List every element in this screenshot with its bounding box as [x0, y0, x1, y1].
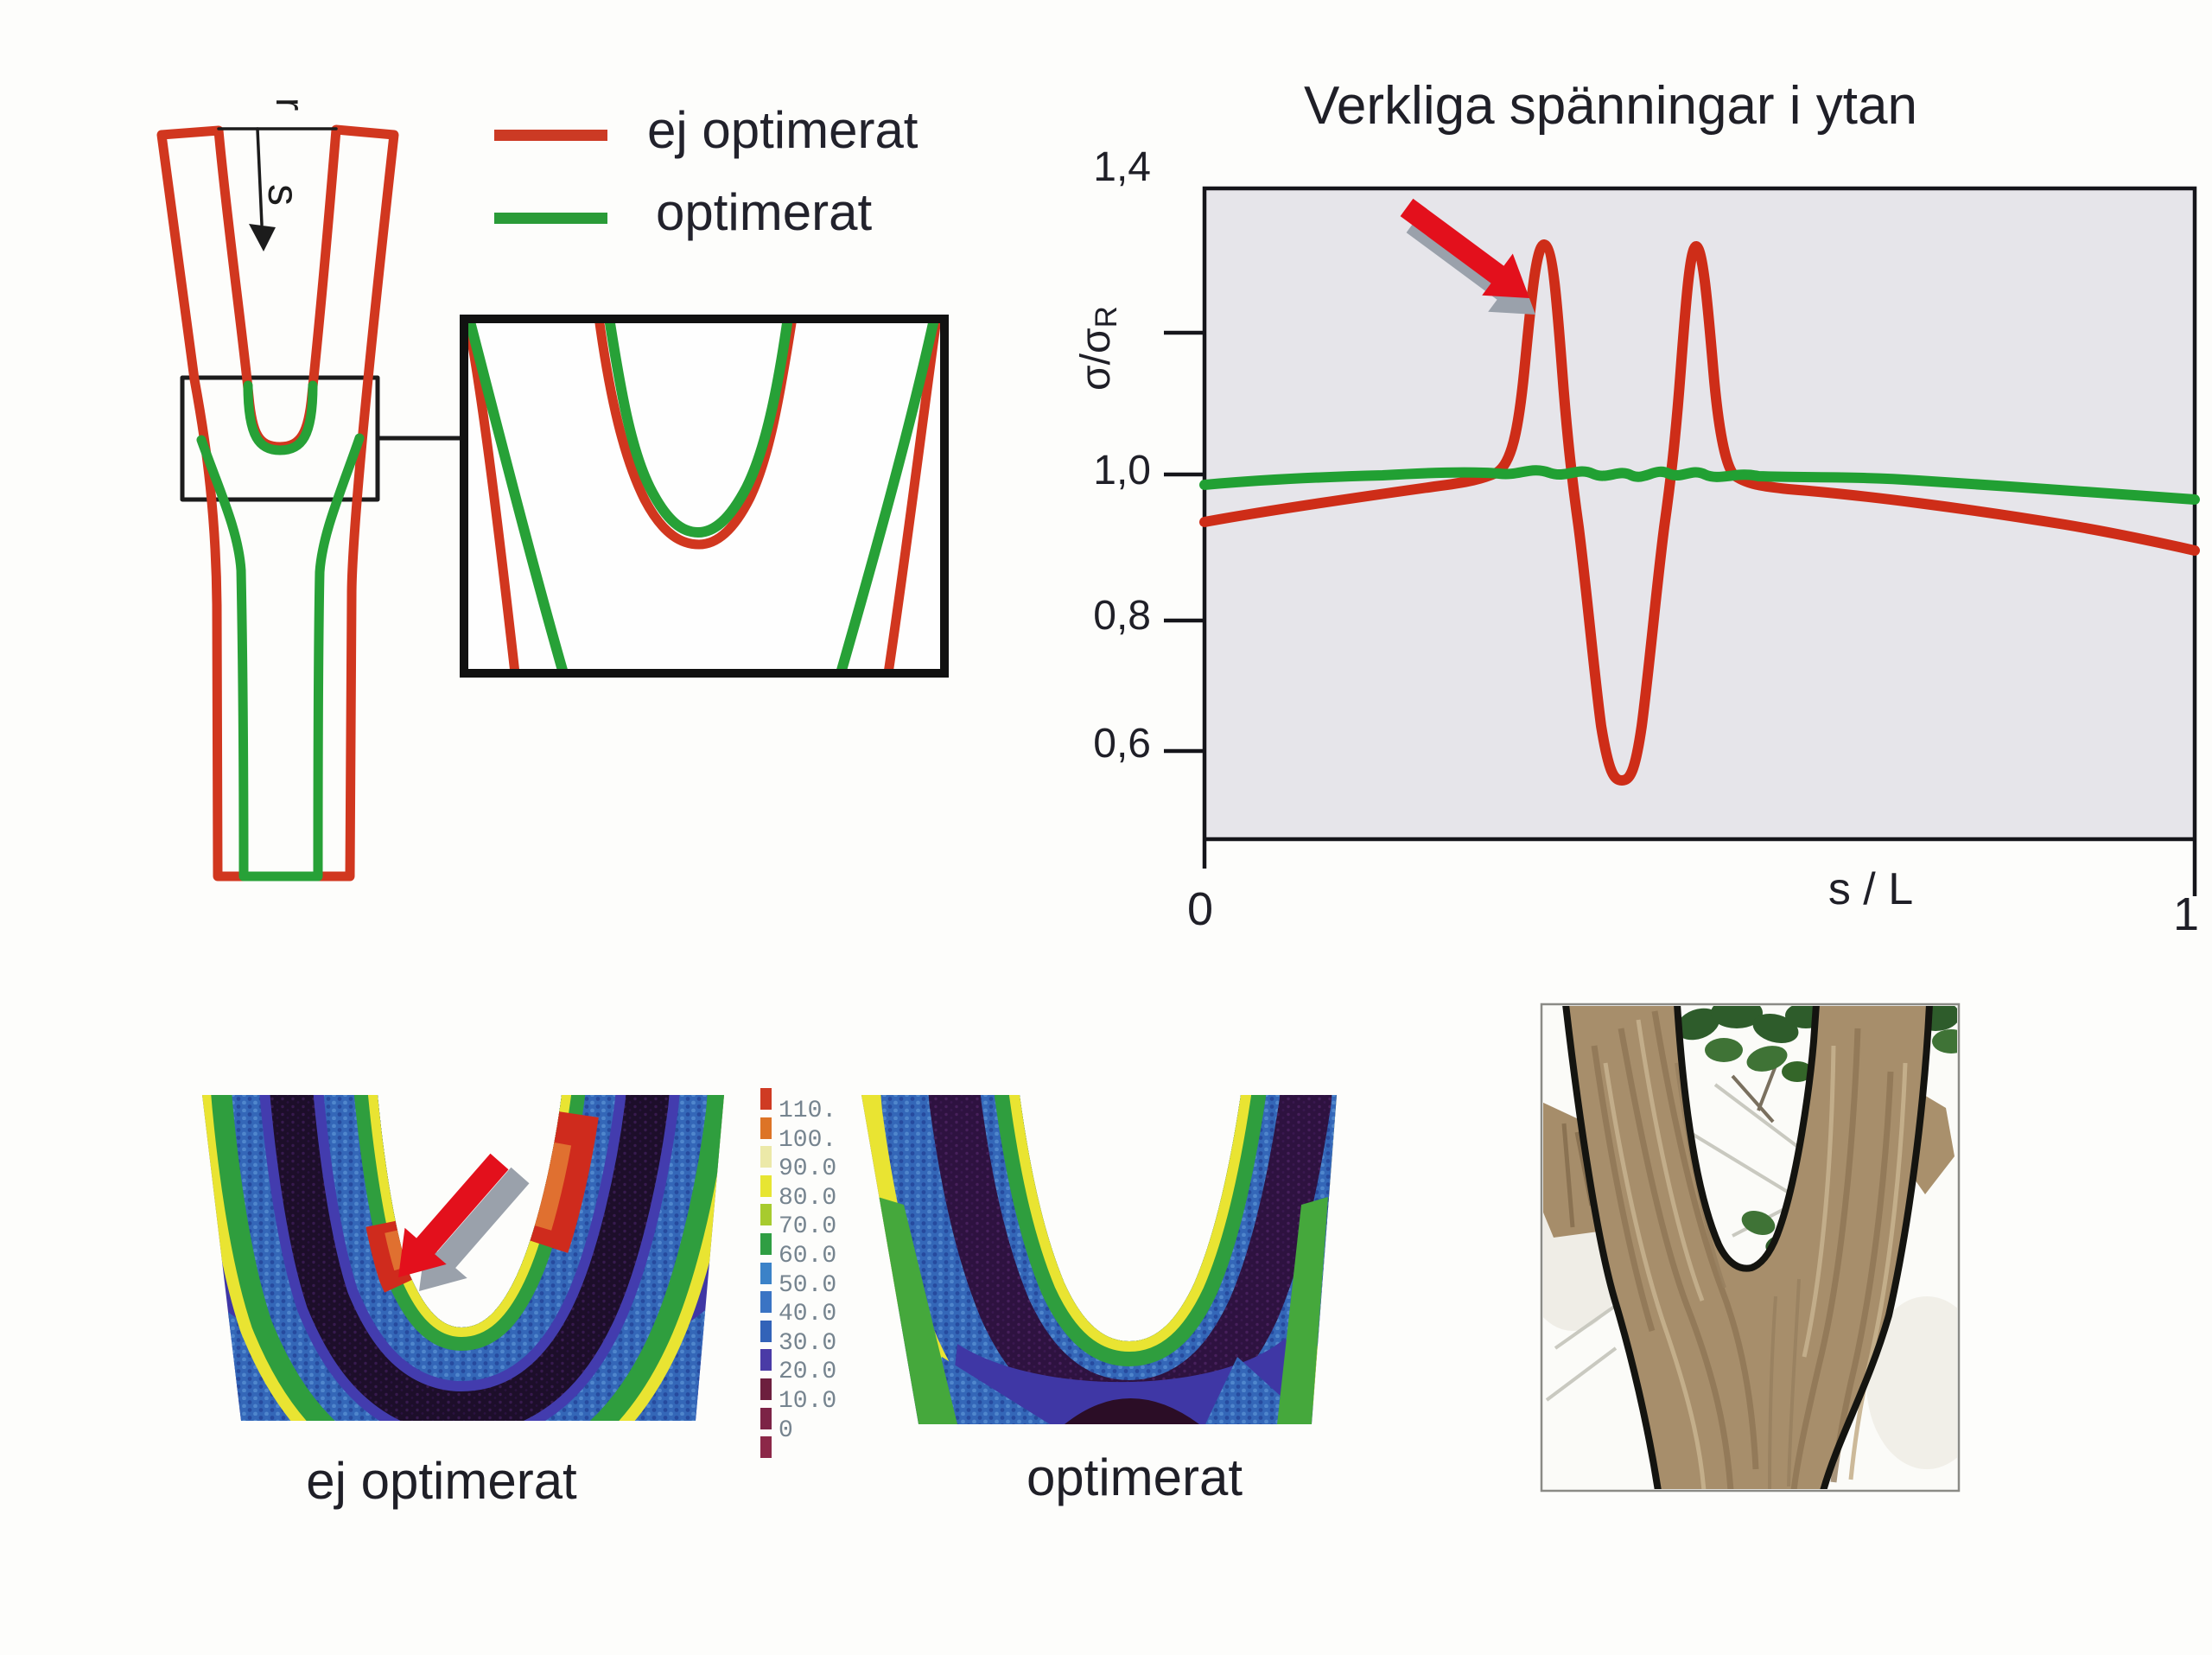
svg-text:optimerat: optimerat: [656, 183, 872, 241]
svg-text:100.: 100.: [779, 1127, 836, 1154]
svg-text:90.0: 90.0: [779, 1155, 836, 1182]
svg-text:1,0: 1,0: [1093, 448, 1151, 493]
svg-text:r: r: [268, 98, 313, 111]
svg-text:0,8: 0,8: [1093, 593, 1151, 639]
svg-text:80.0: 80.0: [779, 1185, 836, 1212]
svg-text:20.0: 20.0: [779, 1359, 836, 1385]
svg-text:0: 0: [1187, 883, 1213, 935]
svg-text:70.0: 70.0: [779, 1213, 836, 1240]
svg-text:1,4: 1,4: [1093, 144, 1151, 190]
svg-text:ej optimerat: ej optimerat: [647, 101, 918, 159]
svg-text:110.: 110.: [779, 1098, 836, 1124]
svg-text:optimerat: optimerat: [1027, 1448, 1243, 1506]
svg-text:s / L: s / L: [1828, 864, 1913, 914]
svg-text:s: s: [259, 184, 308, 206]
svg-text:50.0: 50.0: [779, 1272, 836, 1299]
svg-text:σ/σR: σ/σR: [1073, 306, 1123, 391]
svg-text:1: 1: [2173, 888, 2199, 940]
svg-text:60.0: 60.0: [779, 1243, 836, 1270]
svg-text:10.0: 10.0: [779, 1388, 836, 1415]
svg-text:30.0: 30.0: [779, 1330, 836, 1357]
svg-text:0: 0: [779, 1417, 793, 1444]
svg-text:40.0: 40.0: [779, 1301, 836, 1327]
svg-text:0,6: 0,6: [1093, 721, 1151, 767]
svg-text:Verkliga spänningar i ytan: Verkliga spänningar i ytan: [1304, 76, 1917, 136]
svg-text:ej optimerat: ej optimerat: [306, 1452, 577, 1510]
